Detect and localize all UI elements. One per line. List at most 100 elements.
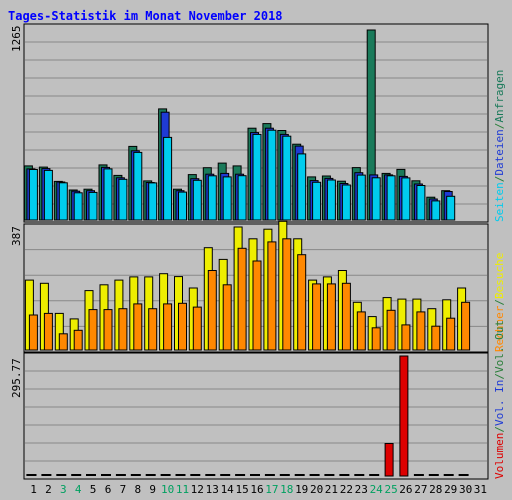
bar-rechner-day-16 [252, 260, 262, 351]
legend-entry: Anfragen [493, 70, 506, 123]
day-label-19: 19 [295, 483, 308, 496]
x-axis-day-labels: 1 2 3 4 5 6 7 8 9 10 11 12 13 14 15 16 17 18 19 20 21 22 23 24 2… [30, 483, 487, 496]
day-label-6: 6 [105, 483, 112, 496]
bar-seiten-day-27 [416, 185, 426, 221]
bar-rechner-day-26 [401, 324, 411, 351]
bar-seiten-day-28 [431, 200, 441, 221]
bar-rechner-day-15 [237, 247, 247, 351]
bar-volumen-day-26 [399, 355, 409, 477]
bar-rechner-day-3 [58, 333, 68, 351]
bar-rechner-day-25 [386, 309, 396, 351]
day-label-26: 26 [399, 483, 412, 496]
legend-entry: / [493, 299, 506, 306]
bottom-max-label: 295.77 [10, 358, 23, 398]
bar-rechner-day-12 [192, 306, 202, 351]
bar-seiten-day-29 [446, 195, 456, 221]
day-label-1: 1 [30, 483, 37, 496]
bar-seiten-day-7 [118, 178, 128, 221]
bar-seiten-day-16 [252, 133, 262, 221]
legend-entry: Volumen [493, 433, 506, 479]
legend-entry: Vol. In [493, 380, 506, 426]
top-max-label: 1265 [10, 26, 23, 53]
bar-rechner-day-9 [148, 308, 158, 351]
bar-rechner-day-7 [118, 308, 128, 351]
day-label-13: 13 [206, 483, 219, 496]
bar-seiten-day-4 [73, 192, 83, 221]
bar-seiten-day-25 [386, 175, 396, 221]
day-label-15: 15 [235, 483, 248, 496]
legend-entry: / [493, 123, 506, 130]
day-label-5: 5 [90, 483, 97, 496]
bar-rechner-day-5 [88, 309, 98, 351]
bar-seiten-day-14 [222, 176, 232, 221]
bar-seiten-day-12 [192, 179, 202, 221]
day-label-8: 8 [134, 483, 141, 496]
bar-rechner-day-11 [178, 302, 187, 351]
bar-seiten-day-1 [28, 169, 38, 221]
bar-rechner-day-6 [103, 309, 113, 351]
day-label-14: 14 [221, 483, 235, 496]
bar-seiten-day-6 [103, 168, 113, 221]
day-label-9: 9 [149, 483, 156, 496]
legend-entry: / [493, 373, 506, 380]
bar-seiten-day-2 [43, 169, 53, 221]
bar-rechner-day-4 [73, 329, 83, 351]
legend-entry: Vol. Out [493, 320, 506, 373]
bar-rechner-day-29 [446, 317, 456, 351]
bar-rechner-day-30 [461, 301, 471, 351]
day-label-29: 29 [444, 483, 457, 496]
legend-mid: Rechner/Besuche [493, 253, 506, 352]
day-label-10: 10 [161, 483, 174, 496]
chart-title: Tages-Statistik im Monat November 2018 [8, 9, 283, 23]
bar-rechner-day-23 [356, 311, 366, 351]
bar-rechner-day-19 [297, 254, 307, 351]
bar-seiten-day-17 [267, 129, 277, 221]
day-label-27: 27 [414, 483, 427, 496]
bar-rechner-day-2 [43, 312, 53, 351]
day-label-16: 16 [250, 483, 263, 496]
bar-seiten-day-21 [326, 179, 336, 221]
bar-seiten-day-15 [237, 175, 247, 221]
bar-rechner-day-28 [431, 325, 441, 351]
legend-entry: Seiten [493, 182, 506, 222]
bar-rechner-day-8 [133, 303, 143, 351]
mid-max-label: 387 [10, 226, 23, 246]
legend-entry: / [493, 176, 506, 183]
bar-rechner-day-27 [416, 311, 426, 351]
day-label-17: 17 [265, 483, 278, 496]
day-label-24: 24 [370, 483, 384, 496]
bar-seiten-day-5 [88, 191, 98, 221]
bar-seiten-day-9 [148, 182, 158, 221]
bar-seiten-day-26 [401, 177, 411, 221]
bar-rechner-day-1 [28, 314, 38, 351]
legend-entry: Besuche [493, 253, 506, 299]
bar-seiten-day-20 [312, 181, 322, 221]
day-label-3: 3 [60, 483, 67, 496]
day-label-30: 30 [459, 483, 472, 496]
bar-rechner-day-21 [326, 283, 336, 351]
bar-seiten-day-13 [207, 175, 217, 221]
bar-rechner-day-24 [371, 327, 381, 351]
bar-rechner-day-10 [163, 303, 173, 351]
bar-seiten-day-24 [371, 177, 381, 221]
bars [23, 29, 471, 477]
bar-seiten-day-22 [341, 184, 351, 221]
panel-bottom-frame [23, 352, 489, 480]
bar-seiten-day-18 [282, 135, 292, 221]
bar-seiten-day-23 [356, 174, 366, 221]
bar-seiten-day-19 [297, 153, 307, 221]
day-label-28: 28 [429, 483, 442, 496]
day-label-25: 25 [384, 483, 397, 496]
bar-seiten-day-11 [178, 191, 187, 221]
bar-rechner-day-14 [222, 284, 232, 351]
day-label-23: 23 [355, 483, 368, 496]
legend-entry: Dateien [493, 129, 506, 175]
day-label-22: 22 [340, 483, 353, 496]
day-label-18: 18 [280, 483, 293, 496]
day-label-20: 20 [310, 483, 323, 496]
legend-top: Seiten/Dateien/Anfragen [493, 70, 506, 222]
bar-rechner-day-22 [341, 282, 351, 351]
day-label-4: 4 [75, 483, 82, 496]
day-label-11: 11 [176, 483, 189, 496]
